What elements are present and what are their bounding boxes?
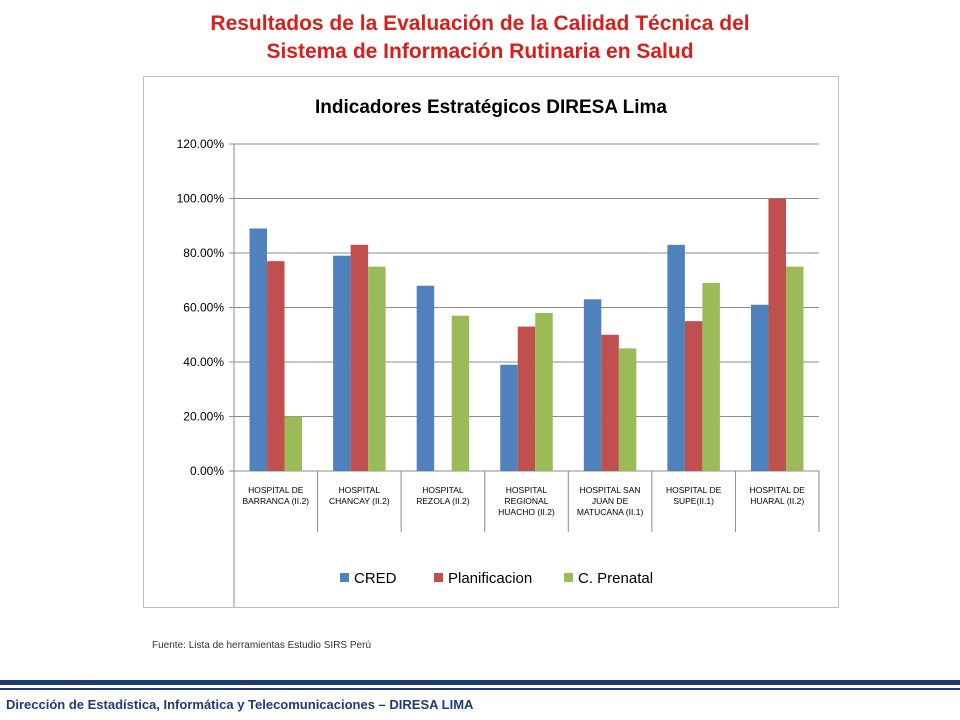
bar-planificacion bbox=[350, 244, 369, 471]
slide-title: Resultados de la Evaluación de la Calida… bbox=[0, 10, 960, 66]
bar-cred bbox=[416, 285, 435, 471]
category-label: MATUCANA (II.1) bbox=[577, 507, 644, 517]
category-label: HOSPITAL DE bbox=[666, 485, 722, 495]
category-label: REGIONAL bbox=[505, 496, 549, 506]
category-label: SUPE(II.1) bbox=[673, 496, 714, 506]
y-tick-label: 80.00% bbox=[183, 246, 224, 260]
bar-cred bbox=[333, 255, 351, 471]
legend-label: C. Prenatal bbox=[578, 570, 653, 587]
bar-planificacion bbox=[267, 261, 285, 471]
y-tick-label: 20.00% bbox=[183, 410, 224, 424]
legend-swatch bbox=[340, 573, 349, 582]
category-label: HOSPITAL SAN bbox=[580, 485, 641, 495]
footer-text: Dirección de Estadística, Informática y … bbox=[6, 697, 474, 712]
source-note: Fuente: Lista de herramientas Estudio SI… bbox=[152, 640, 372, 651]
legend-swatch bbox=[434, 573, 443, 582]
y-tick-label: 100.00% bbox=[177, 192, 225, 206]
legend-swatch bbox=[564, 573, 573, 582]
slide-title-line2: Sistema de Información Rutinaria en Salu… bbox=[266, 40, 694, 63]
category-label: HUACHO (II.2) bbox=[498, 507, 555, 517]
bar-planificacion bbox=[517, 326, 536, 471]
category-label: HOSPITAL bbox=[506, 485, 548, 495]
y-tick-label: 120.00% bbox=[177, 137, 225, 151]
bar-c-prenatal bbox=[702, 282, 720, 471]
bar-cred bbox=[583, 299, 602, 471]
bar-c-prenatal bbox=[368, 266, 386, 471]
grid-lines bbox=[234, 143, 819, 417]
category-label: REZOLA (II.2) bbox=[416, 496, 470, 506]
chart-frame: Indicadores Estratégicos DIRESA Lima 0.0… bbox=[143, 76, 839, 608]
bar-cred bbox=[667, 244, 685, 471]
bar-c-prenatal bbox=[451, 315, 470, 471]
category-label: HOSPITAL bbox=[422, 485, 464, 495]
bar-planificacion bbox=[601, 334, 619, 471]
category-label: CHANCAY (II.2) bbox=[329, 496, 390, 506]
bar-chart: Indicadores Estratégicos DIRESA Lima 0.0… bbox=[177, 97, 820, 607]
y-tick-label: 60.00% bbox=[183, 301, 224, 315]
footer-rule-thin bbox=[0, 688, 960, 690]
category-label: BARRANCA (II.2) bbox=[242, 496, 309, 506]
category-label: HUARAL (II.2) bbox=[750, 496, 804, 506]
bar-c-prenatal bbox=[785, 266, 804, 471]
legend-label: CRED bbox=[354, 570, 397, 587]
bar-cred bbox=[500, 364, 518, 471]
bars bbox=[249, 198, 804, 471]
bar-cred bbox=[750, 304, 769, 471]
bar-c-prenatal bbox=[535, 312, 553, 471]
bar-cred bbox=[249, 228, 268, 471]
category-label: HOSPITAL DE bbox=[248, 485, 304, 495]
slide-title-line1: Resultados de la Evaluación de la Calida… bbox=[210, 12, 750, 35]
legend: CRED Planificacion C. Prenatal bbox=[340, 570, 653, 587]
chart-title: Indicadores Estratégicos DIRESA Lima bbox=[315, 97, 667, 118]
footer-rule bbox=[0, 680, 960, 685]
category-label: HOSPITAL bbox=[339, 485, 381, 495]
bar-c-prenatal bbox=[618, 348, 637, 471]
y-tick-label: 0.00% bbox=[190, 464, 224, 478]
bar-c-prenatal bbox=[284, 416, 303, 471]
bar-planificacion bbox=[684, 321, 703, 471]
bar-planificacion bbox=[768, 198, 786, 471]
category-label: JUAN DE bbox=[592, 496, 629, 506]
y-tick-label: 40.00% bbox=[183, 355, 224, 369]
legend-label: Planificacion bbox=[448, 570, 532, 587]
category-label: HOSPITAL DE bbox=[750, 485, 806, 495]
